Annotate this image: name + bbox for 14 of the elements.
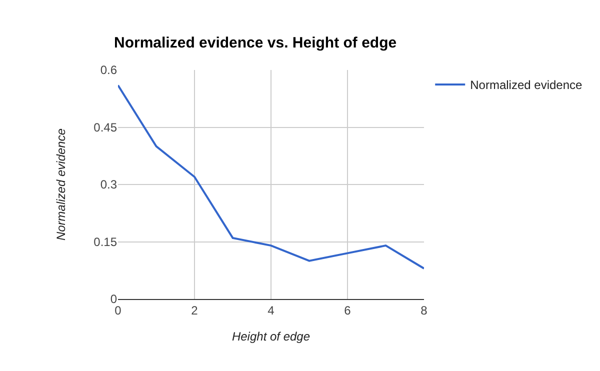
x-tick-label: 4	[268, 303, 275, 318]
x-tick-label: 8	[420, 303, 428, 318]
line-series	[118, 84, 424, 270]
x-axis-title: Height of edge	[232, 329, 310, 344]
y-tick-label: 0.15	[94, 234, 118, 249]
x-tick-label: 2	[191, 303, 198, 318]
y-tick-label: 0.3	[100, 178, 118, 192]
y-tick-label: 0.6	[100, 63, 118, 78]
legend-label: Normalized evidence	[470, 78, 582, 92]
y-tick-label: 0	[110, 292, 118, 306]
y-tick-label: 0.45	[94, 120, 118, 134]
chart-title: Normalized evidence vs. Height of edge	[114, 34, 397, 52]
x-tick-label: 6	[344, 303, 352, 318]
y-axis-title: Normalized evidence	[54, 128, 68, 241]
